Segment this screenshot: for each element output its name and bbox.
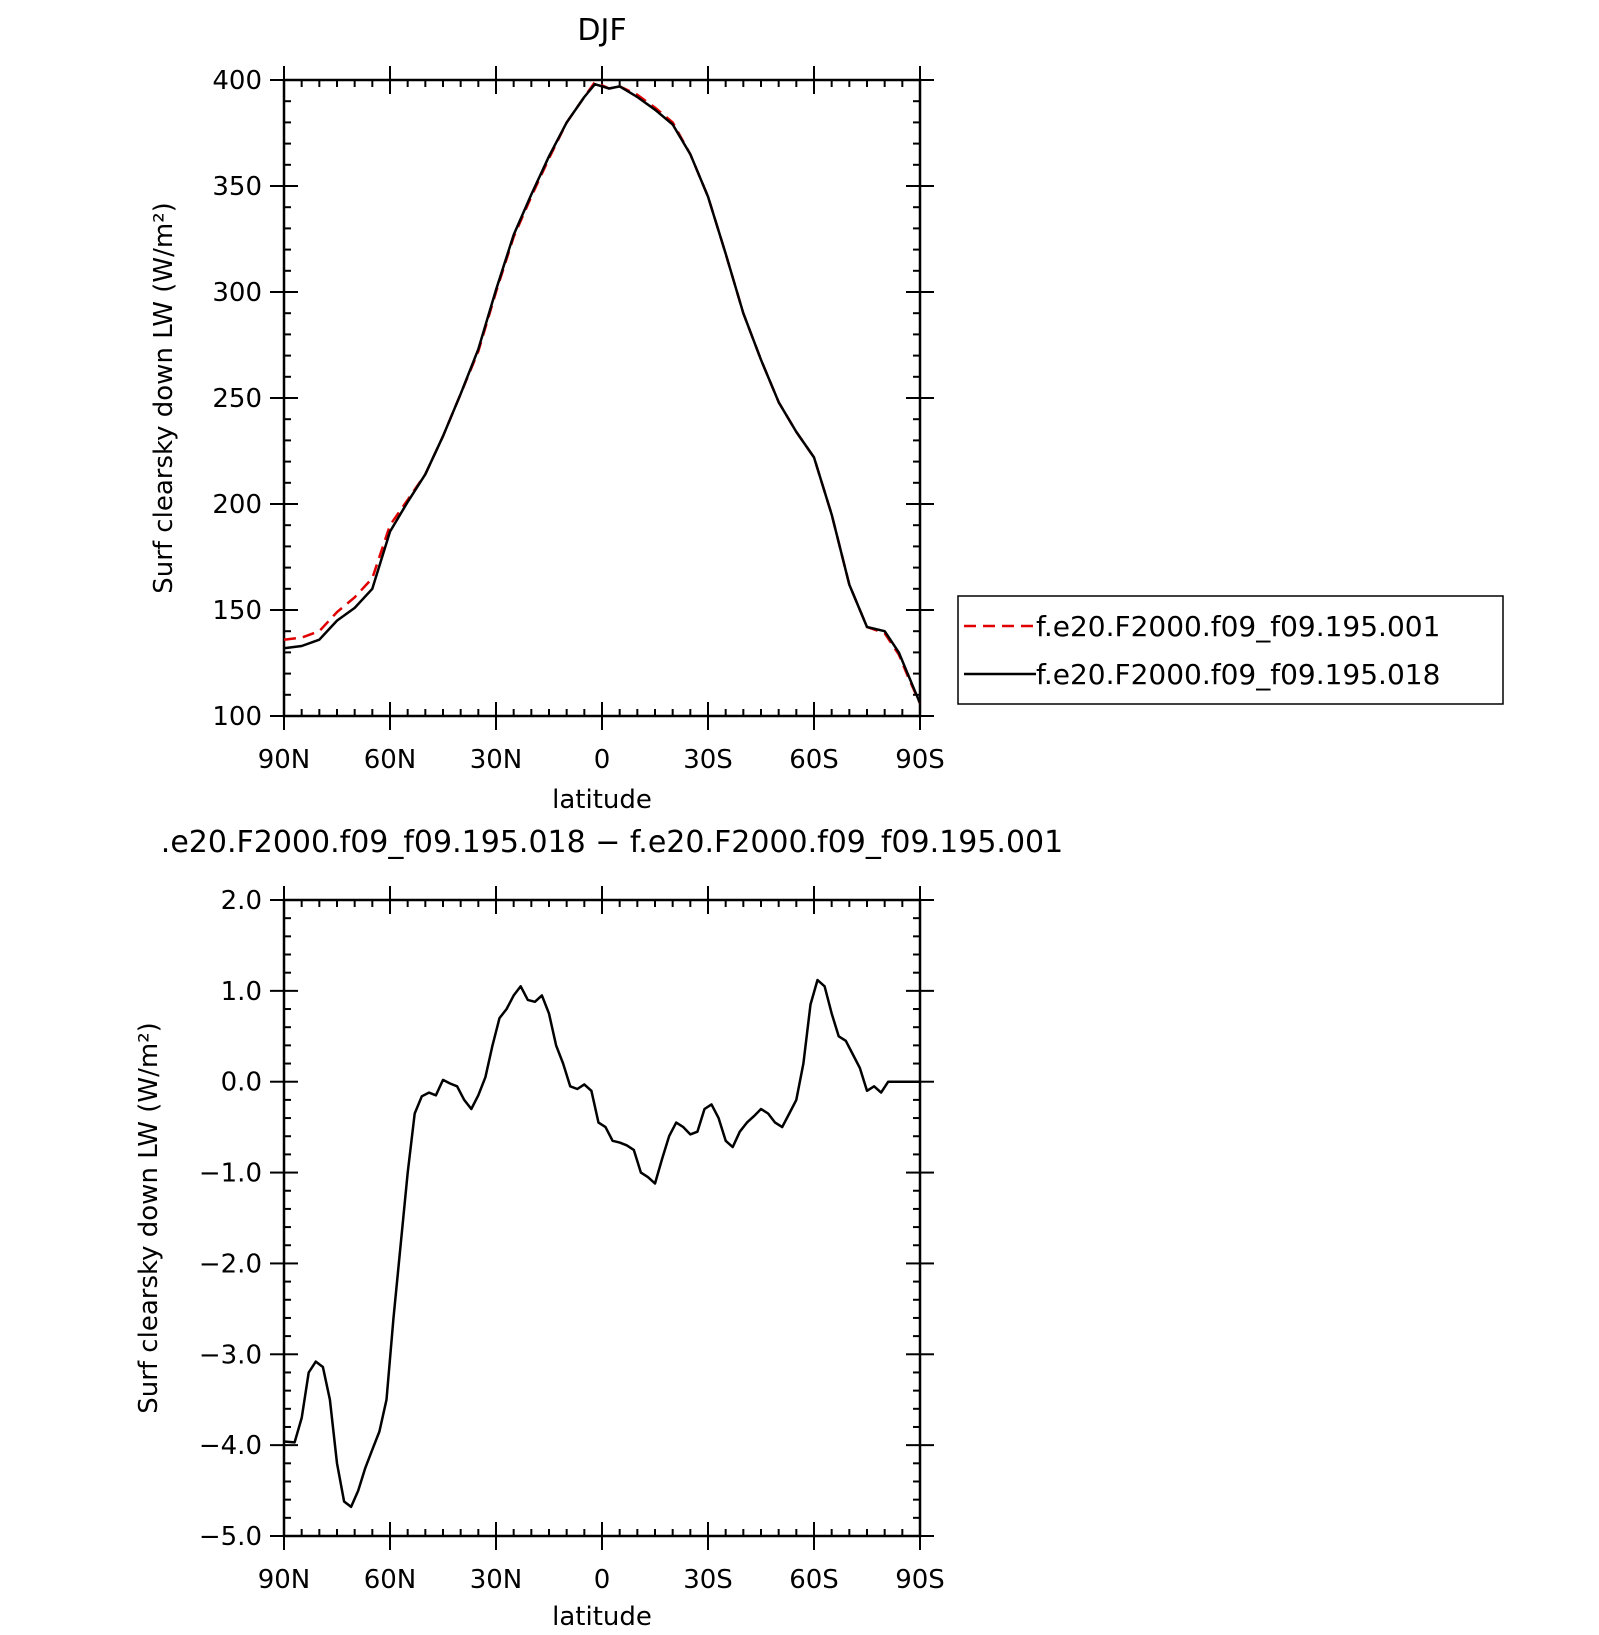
y-tick-label: 150 [212, 596, 262, 626]
x-tick-label: 90N [258, 745, 311, 775]
y-tick-label: 2.0 [221, 886, 262, 916]
x-tick-label: 30N [470, 745, 523, 775]
y-tick-label: 400 [212, 66, 262, 96]
y-tick-label: −2.0 [199, 1249, 262, 1279]
y-tick-label: −4.0 [199, 1431, 262, 1461]
legend-entry: f.e20.F2000.f09_f09.195.001 [1036, 610, 1440, 643]
y-tick-label: 200 [212, 490, 262, 520]
x-tick-label: 60S [789, 745, 839, 775]
legend-entry: f.e20.F2000.f09_f09.195.018 [1036, 658, 1440, 691]
y-tick-label: −5.0 [199, 1522, 262, 1552]
panel-title: DJF [577, 13, 626, 48]
series-line-1 [283, 82, 922, 704]
x-axis-title: latitude [552, 785, 652, 815]
x-axis-title: latitude [552, 1602, 652, 1632]
x-tick-label: 90S [895, 745, 945, 775]
plot-frame [282, 78, 922, 718]
x-tick-label: 30S [683, 745, 733, 775]
y-tick-label: −3.0 [199, 1340, 262, 1370]
x-tick-label: 60N [364, 1565, 417, 1595]
x-tick-label: 60S [789, 1565, 839, 1595]
x-tick-label: 60N [364, 745, 417, 775]
y-tick-label: 1.0 [221, 977, 262, 1007]
y-tick-label: 0.0 [221, 1068, 262, 1098]
y-axis-title: Surf clearsky down LW (W/m²) [134, 1022, 164, 1414]
y-tick-label: 300 [212, 278, 262, 308]
plot-frame [282, 898, 922, 1538]
x-tick-label: 30N [470, 1565, 523, 1595]
panel-title: .e20.F2000.f09_f09.195.018 − f.e20.F2000… [161, 825, 1063, 860]
y-tick-label: 250 [212, 384, 262, 414]
panel-top: DJF 90N 60N 30N 0 30S 60S 90S 100 150 200 250 300 350… [149, 13, 1504, 815]
x-tick-label: 0 [594, 745, 611, 775]
series-line-0 [283, 978, 920, 1509]
y-tick-label: 100 [212, 702, 262, 732]
y-axis-title: Surf clearsky down LW (W/m²) [149, 202, 179, 594]
x-tick-label: 30S [683, 1565, 733, 1595]
series-line-0 [283, 80, 922, 704]
x-tick-label: 0 [594, 1565, 611, 1595]
y-tick-label: 350 [212, 172, 262, 202]
y-tick-label: −1.0 [199, 1159, 262, 1189]
panel-bottom: .e20.F2000.f09_f09.195.018 − f.e20.F2000… [134, 825, 1063, 1632]
x-tick-label: 90N [258, 1565, 311, 1595]
legend-box [957, 595, 1504, 705]
x-tick-label: 90S [895, 1565, 945, 1595]
